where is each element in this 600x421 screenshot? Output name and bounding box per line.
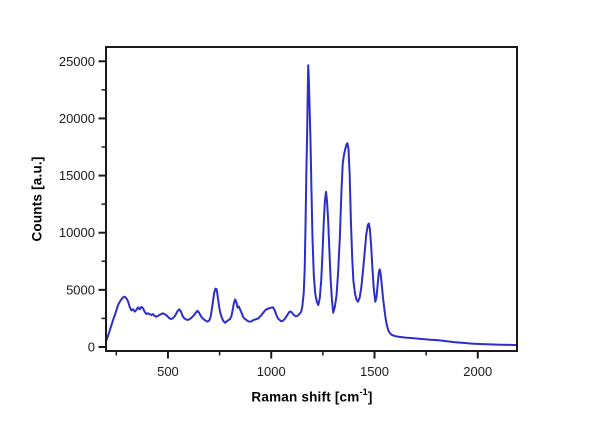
x-tick-label: 2000 <box>463 364 492 379</box>
x-tick-label: 1500 <box>360 364 389 379</box>
y-tick-label: 25000 <box>59 54 95 69</box>
x-tick-label: 1000 <box>257 364 286 379</box>
x-tick-label: 500 <box>157 364 179 379</box>
y-tick-label: 10000 <box>59 225 95 240</box>
x-axis-title-prefix: Raman shift [cm <box>251 389 360 405</box>
x-axis-title-superscript: -1 <box>359 386 368 397</box>
y-axis-title: Counts [a.u.] <box>29 156 45 242</box>
y-tick-label: 20000 <box>59 111 95 126</box>
x-axis-title: Raman shift [cm-1] <box>251 386 373 405</box>
x-axis-title-suffix: ] <box>367 389 373 405</box>
y-tick-label: 15000 <box>59 168 95 183</box>
plot-border <box>105 46 518 352</box>
spectrum-line <box>105 64 518 347</box>
y-tick-label: 0 <box>88 340 95 355</box>
y-tick-label: 5000 <box>66 282 95 297</box>
